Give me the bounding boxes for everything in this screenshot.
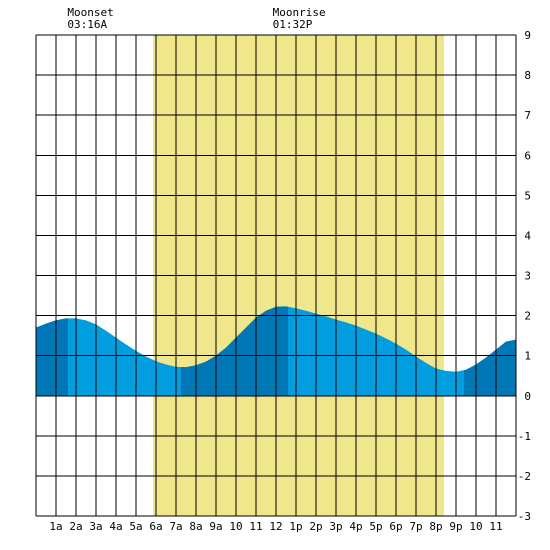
x-tick-label: 4p <box>349 520 362 533</box>
moonset-time: 03:16A <box>67 18 107 31</box>
y-tick-label: 2 <box>524 310 531 323</box>
x-tick-label: 8a <box>189 520 202 533</box>
x-tick-label: 1p <box>289 520 302 533</box>
x-tick-label: 12 <box>269 520 282 533</box>
y-tick-label: 7 <box>524 109 531 122</box>
y-tick-label: 6 <box>524 149 531 162</box>
x-tick-label: 7p <box>409 520 422 533</box>
y-tick-label: -1 <box>518 430 531 443</box>
x-tick-label: 5a <box>129 520 142 533</box>
moonrise-label: Moonrise <box>273 6 326 19</box>
y-tick-label: 9 <box>524 29 531 42</box>
x-tick-label: 6p <box>389 520 402 533</box>
y-tick-label: -3 <box>518 510 531 523</box>
y-tick-label: 8 <box>524 69 531 82</box>
x-tick-label: 6a <box>149 520 162 533</box>
x-tick-label: 2a <box>69 520 82 533</box>
y-tick-label: 3 <box>524 270 531 283</box>
x-tick-label: 5p <box>369 520 382 533</box>
y-tick-label: 4 <box>524 229 531 242</box>
moonrise-time: 01:32P <box>273 18 313 31</box>
x-tick-label: 8p <box>429 520 442 533</box>
y-tick-label: 0 <box>524 390 531 403</box>
moonset-label: Moonset <box>67 6 113 19</box>
x-tick-label: 9a <box>209 520 222 533</box>
x-tick-label: 3a <box>89 520 102 533</box>
y-tick-label: -2 <box>518 470 531 483</box>
x-tick-label: 3p <box>329 520 342 533</box>
x-tick-label: 9p <box>449 520 462 533</box>
x-tick-label: 1a <box>49 520 62 533</box>
x-tick-label: 11 <box>489 520 502 533</box>
x-tick-label: 11 <box>249 520 262 533</box>
x-tick-label: 4a <box>109 520 122 533</box>
x-tick-label: 2p <box>309 520 322 533</box>
x-tick-label: 10 <box>469 520 482 533</box>
x-tick-label: 10 <box>229 520 242 533</box>
y-tick-label: 1 <box>524 350 531 363</box>
y-tick-label: 5 <box>524 189 531 202</box>
x-tick-label: 7a <box>169 520 182 533</box>
